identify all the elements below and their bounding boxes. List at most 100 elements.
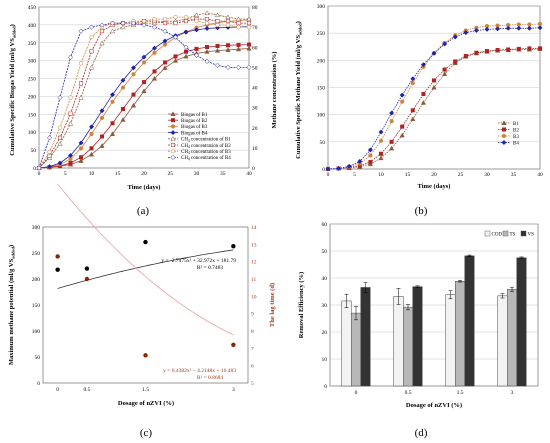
panel-b-label: (b) [415, 205, 428, 217]
data-point [109, 20, 116, 26]
data-point [141, 88, 147, 94]
data-point [141, 80, 147, 85]
legend-marker [170, 124, 176, 129]
y-tick-label: 350 [28, 41, 37, 47]
panel-c-fit-1-r2: R² = 0.7483 [197, 265, 224, 271]
data-point [46, 135, 53, 141]
legend-marker [501, 133, 507, 139]
y2-tick-label: 10 [251, 294, 257, 300]
data-point [378, 155, 384, 161]
data-point [204, 20, 210, 26]
data-point [378, 129, 384, 135]
bar-ts [403, 306, 413, 387]
data-point [204, 25, 210, 32]
data-point [162, 65, 168, 70]
y2-tick-label: 20 [252, 126, 258, 132]
data-point [214, 12, 221, 18]
data-point [442, 41, 448, 47]
data-point [399, 92, 405, 98]
panel-c-y2-ticks: 5 6 7 8 9 10 11 12 13 14 [251, 225, 257, 387]
data-point [421, 92, 426, 97]
data-point [151, 45, 158, 51]
data-point [236, 21, 241, 26]
data-point [152, 16, 157, 22]
data-point [225, 14, 231, 20]
data-point [225, 19, 231, 24]
data-point [225, 22, 231, 28]
data-point [204, 45, 210, 50]
data-point [183, 53, 189, 59]
data-point [246, 25, 252, 30]
y2-tick-label: 0 [252, 166, 255, 172]
data-point [214, 62, 221, 68]
bar-ts [507, 289, 517, 387]
data-point [516, 25, 522, 31]
data-point [346, 163, 352, 169]
data-point [204, 10, 210, 16]
bar-ts [351, 312, 361, 387]
data-point [194, 46, 199, 51]
lag-time-point [143, 353, 148, 358]
data-point [325, 166, 331, 172]
x-tick-label: 3 [511, 390, 514, 396]
panel-d-x-ticks: 0 0.5 1.5 3 [355, 390, 514, 396]
data-point [400, 99, 405, 104]
data-point [474, 50, 479, 55]
data-point [88, 151, 95, 157]
legend-entry: B1 [513, 122, 519, 127]
x-tick-label: 20 [141, 171, 147, 177]
bar-cod [497, 295, 508, 387]
data-point [110, 99, 115, 104]
legend-marker [170, 118, 176, 123]
x-tick-label: 25 [458, 172, 464, 178]
bar-vs [464, 255, 475, 387]
data-point [389, 110, 395, 116]
bar-ts [455, 280, 465, 387]
y2-tick-label: 70 [252, 25, 258, 31]
data-point [431, 78, 437, 83]
x-tick-label: 0 [56, 387, 59, 393]
potential-point [84, 266, 90, 271]
data-point [389, 139, 394, 144]
data-point [141, 60, 147, 65]
legend-ch-text: CH [181, 156, 188, 161]
data-point [215, 22, 220, 28]
y-tick-label: 30 [322, 303, 328, 309]
data-point [141, 18, 147, 24]
y-tick-label: 0 [37, 381, 40, 387]
data-point [36, 165, 42, 171]
panel-a-x-axis-label: Time (days) [128, 184, 161, 191]
data-point [152, 50, 157, 55]
data-point [120, 116, 126, 122]
data-point [495, 26, 501, 32]
data-point [141, 54, 147, 60]
data-point [162, 60, 168, 65]
y2-tick-label: 14 [251, 225, 257, 231]
panel-c-chart: 0 50 100 150 200 250 300 5 6 7 8 9 10 11 12 13 14 0 0.5 1… [8, 183, 276, 439]
y-tick-label: 300 [32, 225, 41, 231]
data-point [183, 49, 189, 54]
y-tick-label: 0 [324, 384, 327, 390]
data-point [246, 64, 252, 70]
legend-entry: CH4 concentration of B3 [181, 150, 231, 155]
legend-swatch [502, 230, 509, 237]
y2-tick-label: 7 [251, 346, 254, 352]
data-point [431, 50, 437, 56]
data-point [88, 64, 95, 70]
data-point [537, 25, 543, 31]
data-point [484, 26, 490, 32]
panel-c-label: (c) [140, 427, 153, 439]
y-tick-label: 150 [32, 303, 41, 309]
data-point [236, 25, 241, 30]
data-point [109, 131, 116, 137]
data-point [151, 75, 158, 81]
y-tick-label: 100 [317, 113, 326, 119]
data-point [162, 38, 168, 44]
data-point [431, 84, 437, 90]
fit-curve-2 [57, 183, 234, 336]
data-point [89, 49, 94, 54]
data-point [120, 20, 126, 26]
panel-d-y-ticks: 0 10 20 30 40 50 60 [322, 222, 328, 390]
data-point [88, 24, 95, 30]
y-tick-label: 0 [33, 166, 36, 172]
